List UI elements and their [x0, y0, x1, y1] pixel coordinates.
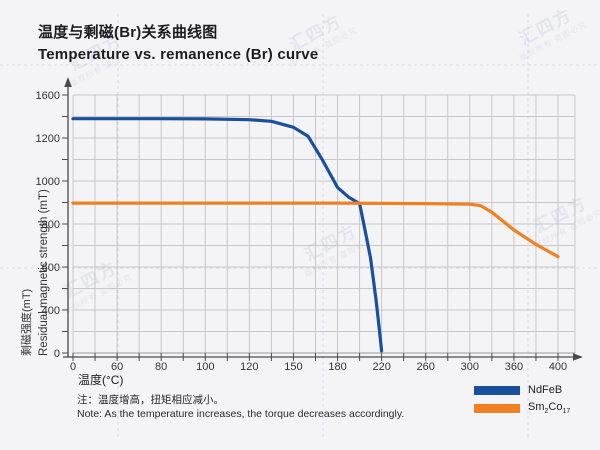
- y-axis-arrowhead: [64, 77, 72, 87]
- y-tick-label: 0: [54, 348, 60, 360]
- note-line-en: Note: As the temperature increases, the …: [77, 408, 405, 420]
- y-axis-title-zh: 剩磁强度(mT): [19, 289, 33, 356]
- x-tick-label: 150: [284, 361, 302, 373]
- chart-title-zh: 温度与剩磁(Br)关系曲线图: [38, 24, 218, 41]
- x-tick-label: 0: [70, 361, 76, 373]
- legend-label-part: 17: [562, 408, 571, 416]
- y-tick-label: 1600: [36, 90, 60, 102]
- legend-label-part: NdFeB: [528, 384, 563, 396]
- x-tick-label: 360: [505, 361, 523, 373]
- x-tick-label: 180: [328, 361, 346, 373]
- x-tick-label: 100: [196, 361, 214, 373]
- x-tick-label: 60: [111, 361, 123, 373]
- chart-legend: NdFeB Sm2Co17: [474, 381, 570, 417]
- legend-label: Sm2Co17: [528, 401, 570, 415]
- chart-title-en: Temperature vs. remanence (Br) curve: [38, 46, 319, 63]
- x-tick-label: 300: [461, 361, 479, 373]
- y-tick-label: 600: [42, 262, 60, 274]
- chart-header: 温度与剩磁(Br)关系曲线图 Temperature vs. remanence…: [38, 22, 318, 66]
- sm2co17-curve: [71, 201, 560, 259]
- y-tick-label: 1000: [36, 176, 60, 188]
- y-tick-label: 1200: [36, 133, 60, 145]
- chart-note: 注：温度增高，扭矩相应减小。 Note: As the temperature …: [77, 393, 404, 421]
- x-tick-label: 120: [240, 361, 258, 373]
- y-tick-label: 800: [42, 219, 60, 231]
- legend-label: NdFeB: [528, 384, 562, 396]
- x-tick-label: 260: [417, 361, 435, 373]
- x-tick-label: 400: [549, 361, 567, 373]
- x-axis-arrowhead: [573, 353, 583, 361]
- y-tick-label: 400: [42, 305, 60, 317]
- x-tick-label: 80: [155, 361, 167, 373]
- legend-label-part: Co: [548, 400, 563, 413]
- legend-label-part: Sm: [528, 400, 545, 413]
- note-line-zh: 注：温度增高，扭矩相应减小。: [77, 394, 224, 406]
- x-axis-title: 温度(°C): [78, 372, 123, 387]
- legend-swatch-sm2co17: [474, 403, 520, 413]
- legend-item: NdFeB: [474, 381, 570, 399]
- legend-item: Sm2Co17: [474, 399, 570, 417]
- x-tick-label: 220: [372, 361, 390, 373]
- y-axis-title-en: Residual magnetic strength (mT): [38, 189, 50, 356]
- legend-swatch-ndfeb: [474, 385, 520, 395]
- legend-label-part: 2: [544, 408, 549, 416]
- ndfeb-curve: [71, 117, 384, 353]
